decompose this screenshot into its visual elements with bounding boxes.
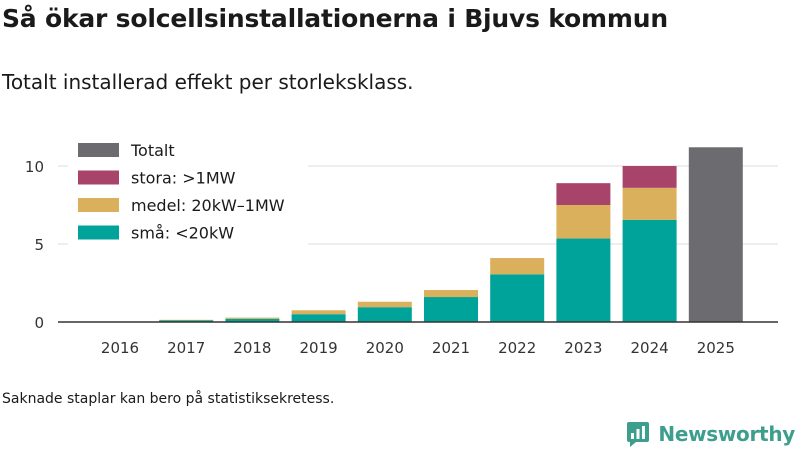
- legend-label-0: Totalt: [130, 141, 175, 160]
- bar-2025-series-3: [688, 147, 743, 322]
- x-tick-label-2023: 2023: [564, 339, 602, 357]
- bar-2019-series-1: [291, 310, 346, 315]
- bar-2020-series-1: [357, 301, 412, 308]
- x-tick-label-2016: 2016: [101, 339, 139, 357]
- bar-2017-series-1: [159, 319, 214, 321]
- x-tick-label-2020: 2020: [366, 339, 404, 357]
- bar-2022-series-0: [490, 274, 545, 322]
- legend-swatch-0: [78, 143, 119, 157]
- bar-2018-series-0: [225, 318, 280, 322]
- x-tick-label-2018: 2018: [233, 339, 271, 357]
- x-tick-label-2025: 2025: [697, 339, 735, 357]
- legend-swatch-3: [78, 225, 119, 240]
- legend-label-2: medel: 20kW–1MW: [131, 196, 285, 215]
- legend-swatch-1: [78, 170, 119, 185]
- bar-2023-series-2: [556, 183, 611, 205]
- x-tick-label-2021: 2021: [432, 339, 470, 357]
- bar-2024-series-1: [622, 187, 677, 220]
- bar-2023-series-0: [556, 238, 611, 322]
- footnote: Saknade staplar kan bero på statistiksek…: [2, 391, 335, 407]
- y-tick-label-0: 0: [34, 314, 44, 332]
- bar-2024-series-0: [622, 219, 677, 322]
- stacked-bar-chart: 0 5 10 2016 2017 2018 2019 2020 2021 2022 2023 2024…: [25, 135, 778, 357]
- y-tick-label-10: 10: [25, 158, 44, 176]
- x-tick-label-2019: 2019: [300, 339, 338, 357]
- chart-subtitle: Totalt installerad effekt per storlekskl…: [2, 70, 414, 94]
- bar-2022-series-1: [490, 258, 545, 275]
- x-tick-label-2022: 2022: [498, 339, 536, 357]
- x-tick-label-2017: 2017: [167, 339, 205, 357]
- legend-label-1: stora: >1MW: [131, 169, 236, 188]
- bar-2019-series-0: [291, 314, 346, 322]
- bar-2017-series-0: [159, 320, 214, 322]
- legend-swatch-2: [78, 198, 119, 212]
- bar-2018-series-1: [225, 317, 280, 319]
- x-tick-label-2024: 2024: [631, 339, 669, 357]
- bar-2020-series-0: [357, 307, 412, 322]
- bar-2024-series-2: [622, 166, 677, 188]
- legend-label-3: små: <20kW: [131, 224, 234, 243]
- y-tick-label-5: 5: [34, 236, 44, 254]
- newsworthy-brand[interactable]: Newsworthy: [626, 419, 795, 449]
- bar-2021-series-1: [424, 290, 478, 298]
- bar-2023-series-1: [556, 205, 611, 239]
- bar-2021-series-0: [424, 297, 478, 322]
- brand-name: Newsworthy: [658, 422, 795, 446]
- chart-title: Så ökar solcellsinstallationerna i Bjuvs…: [2, 4, 668, 33]
- newsworthy-logo-icon: [627, 422, 650, 447]
